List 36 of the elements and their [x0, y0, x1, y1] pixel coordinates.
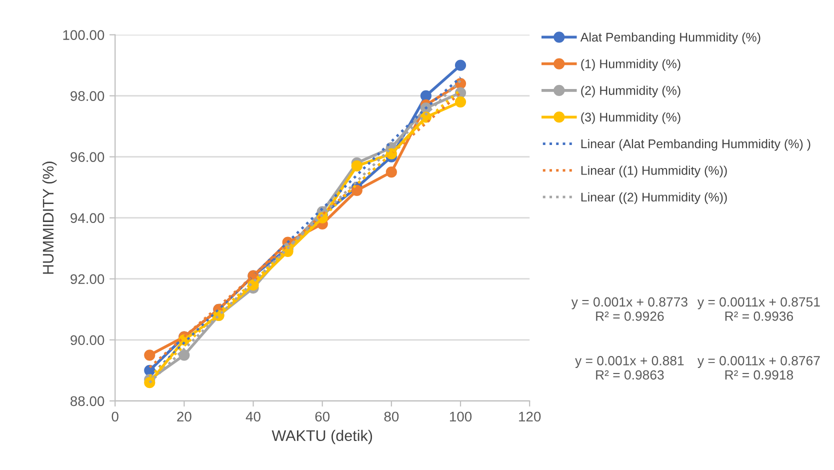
point: [144, 350, 156, 361]
legend-label: Linear (Alat Pembanding Hummidity (%) ): [581, 139, 810, 151]
point: [351, 160, 362, 172]
legend-label: (2) Hummidity (%): [581, 86, 680, 98]
legend-label: Alat Pembanding Hummidity (%): [580, 32, 760, 44]
x-tick-label: 0: [112, 412, 118, 422]
text: y = 0.0011x + 0.8751 R² = 0.9936: [697, 297, 820, 321]
x-tick-label: 60: [315, 412, 330, 422]
y-axis-title: HUMMIDITY (%): [42, 162, 57, 274]
y-tick-label: 94.00: [70, 213, 104, 224]
point: [386, 166, 397, 178]
y-tick-label: 88.00: [70, 396, 104, 406]
text: y = 0.001x + 0.8773 R² = 0.9926: [571, 297, 688, 321]
point: [454, 60, 466, 71]
y-tick-label: 90.00: [70, 335, 104, 346]
point: [144, 377, 156, 388]
y-tick-label: 100.00: [63, 30, 104, 40]
legend-label: Linear ((2) Hummidity (%)): [581, 192, 727, 204]
point: [420, 90, 432, 102]
x-axis-title: WAKTU (detik): [272, 430, 372, 444]
x-tick-label: 100: [450, 412, 472, 422]
legend-label: Linear ((1) Hummidity (%)): [581, 166, 727, 178]
y-tick-label: 92.00: [70, 274, 104, 284]
legend-label: (1) Hummidity (%): [581, 59, 680, 71]
point: [178, 350, 190, 361]
text: y = 0.001x + 0.881 R² = 0.9863: [575, 356, 684, 380]
x-tick-label: 40: [246, 412, 260, 422]
point: [454, 96, 466, 108]
y-tick-label: 96.00: [70, 152, 104, 162]
x-tick-label: 20: [177, 412, 192, 422]
legend-label: (3) Hummidity (%): [581, 112, 680, 124]
point: [351, 184, 362, 196]
text: y = 0.0011x + 0.8767 R² = 0.9918: [697, 356, 820, 380]
x-tick-label: 120: [519, 412, 541, 422]
x-tick-label: 80: [384, 412, 399, 422]
y-tick-label: 98.00: [70, 91, 104, 101]
